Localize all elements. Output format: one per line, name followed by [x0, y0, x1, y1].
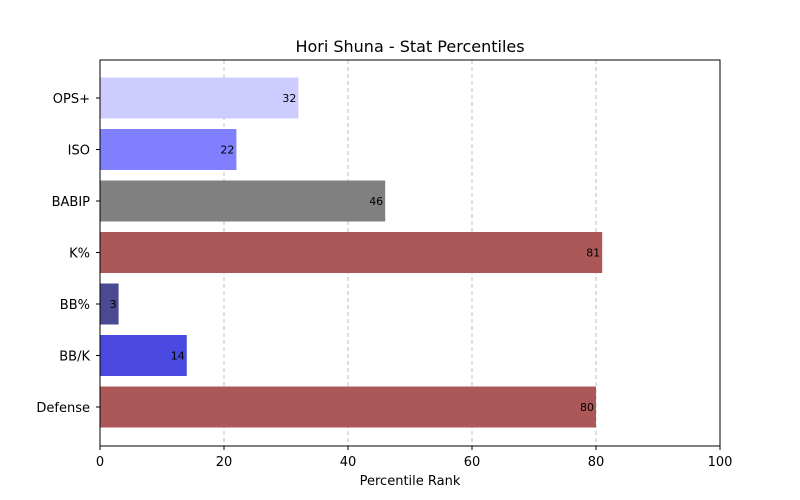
- bars: [100, 77, 603, 428]
- x-tick-label: 80: [588, 455, 605, 470]
- y-tick-label: BABIP: [52, 195, 91, 210]
- x-tick-label: 40: [340, 455, 357, 470]
- bar-ops: [100, 77, 299, 119]
- data-label: 81: [586, 247, 600, 260]
- data-label: 46: [369, 195, 383, 208]
- y-tick-label: BB/K: [59, 350, 90, 365]
- data-label: 3: [110, 298, 117, 311]
- y-tick-label: Defense: [36, 401, 90, 416]
- data-labels: 32 22 46 81 3 14 80: [110, 92, 601, 414]
- y-tick-label: OPS+: [53, 92, 90, 107]
- y-tick-label: BB%: [60, 298, 90, 313]
- bar-babip: [100, 180, 386, 222]
- data-label: 32: [282, 92, 296, 105]
- y-tick-label: K%: [69, 247, 90, 262]
- x-axis-ticks: 0 20 40 60 80 100: [96, 446, 733, 470]
- chart-title: Hori Shuna - Stat Percentiles: [295, 37, 524, 56]
- y-axis-ticks: OPS+ ISO BABIP K% BB% BB/K Defense: [36, 92, 100, 416]
- bar-defense: [100, 386, 596, 428]
- x-tick-label: 20: [216, 455, 233, 470]
- x-axis-label: Percentile Rank: [360, 474, 461, 489]
- data-label: 80: [580, 401, 594, 414]
- bar-iso: [100, 129, 237, 170]
- data-label: 14: [171, 350, 185, 363]
- bar-bb-k: [100, 335, 187, 376]
- x-tick-label: 60: [464, 455, 481, 470]
- data-label: 22: [220, 144, 234, 157]
- x-tick-label: 100: [708, 455, 733, 470]
- bar-bb: [100, 283, 119, 325]
- x-tick-label: 0: [96, 455, 104, 470]
- y-tick-label: ISO: [68, 144, 90, 159]
- bar-k: [100, 232, 603, 273]
